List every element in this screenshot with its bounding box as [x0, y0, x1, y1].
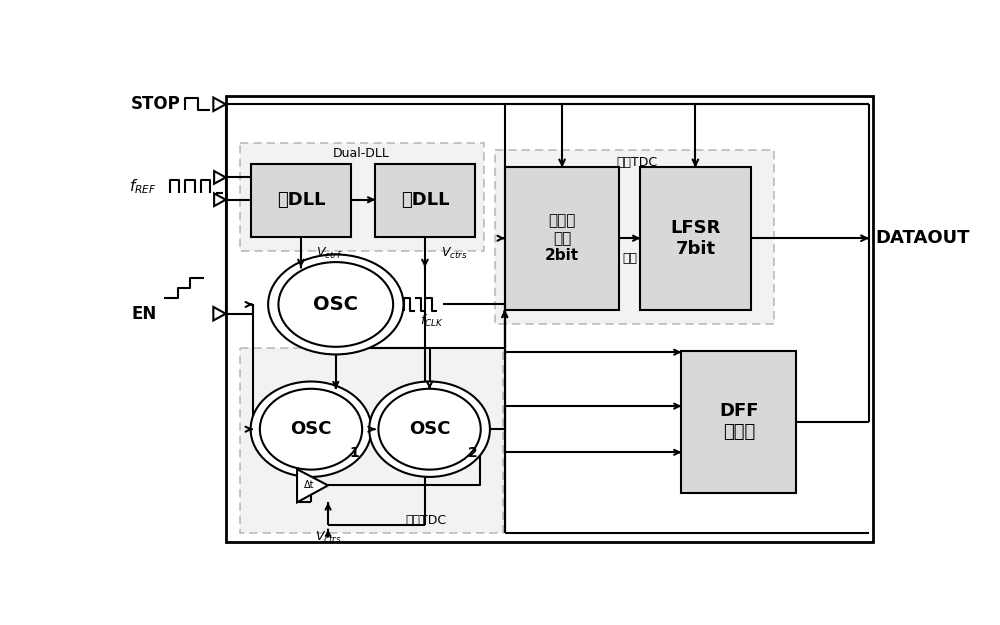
Ellipse shape: [251, 381, 371, 477]
Text: Dual-DLL: Dual-DLL: [333, 147, 390, 160]
Text: $f_{REF}$: $f_{REF}$: [129, 177, 157, 196]
Ellipse shape: [260, 389, 362, 469]
Ellipse shape: [278, 262, 393, 347]
Text: OSC: OSC: [290, 420, 332, 438]
Ellipse shape: [369, 381, 490, 477]
Text: $V_{ctrs}$: $V_{ctrs}$: [441, 246, 468, 261]
Text: OSC: OSC: [313, 295, 358, 314]
Text: 低段TDC: 低段TDC: [405, 514, 446, 526]
Bar: [495, 150, 774, 324]
Bar: [240, 348, 503, 533]
Ellipse shape: [268, 254, 403, 354]
Text: $f_{CLK}$: $f_{CLK}$: [420, 313, 443, 329]
Bar: [505, 168, 619, 310]
Polygon shape: [213, 98, 226, 111]
Text: EN: EN: [131, 305, 156, 322]
Text: DATAOUT: DATAOUT: [875, 229, 970, 248]
Bar: [251, 164, 351, 237]
Bar: [226, 96, 873, 542]
Text: OSC: OSC: [409, 420, 450, 438]
Polygon shape: [214, 171, 226, 184]
Bar: [640, 168, 751, 310]
Bar: [375, 164, 475, 237]
Text: 1: 1: [350, 446, 359, 461]
Text: 异步减
法器
2bit: 异步减 法器 2bit: [545, 213, 579, 263]
Text: 2: 2: [468, 446, 478, 461]
Text: STOP: STOP: [131, 95, 181, 113]
Text: 高段TDC: 高段TDC: [616, 156, 657, 169]
Text: Δt: Δt: [304, 481, 315, 491]
Text: LFSR
7bit: LFSR 7bit: [670, 219, 721, 258]
Bar: [240, 142, 484, 251]
Text: 主DLL: 主DLL: [277, 191, 325, 209]
Text: $V_{ctrf}$: $V_{ctrf}$: [316, 246, 343, 261]
Text: $V_{ctrs}$: $V_{ctrs}$: [315, 529, 341, 544]
Ellipse shape: [378, 389, 481, 469]
Text: 次DLL: 次DLL: [401, 191, 449, 209]
Text: 分频: 分频: [622, 252, 637, 265]
Polygon shape: [297, 469, 328, 502]
Bar: [681, 351, 796, 493]
Polygon shape: [213, 307, 226, 321]
Text: DFF
锁存链: DFF 锁存链: [719, 402, 759, 441]
Polygon shape: [214, 193, 226, 206]
